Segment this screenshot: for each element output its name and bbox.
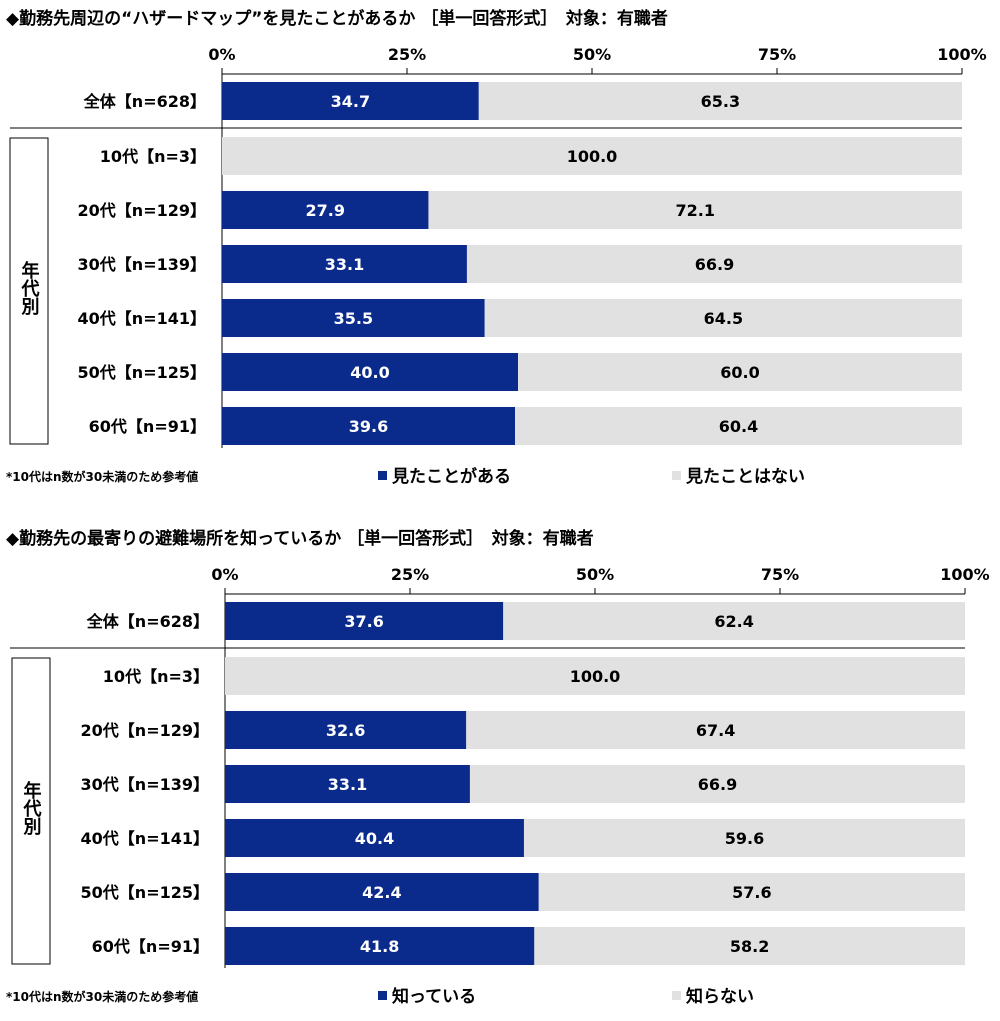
x-tick-label: 100% <box>937 45 986 64</box>
category-label: 20代【n=129】 <box>81 721 209 740</box>
bar-segment-no <box>518 353 962 391</box>
legend-label: 見たことがある <box>391 466 511 487</box>
category-label: 全体【n=628】 <box>83 92 206 111</box>
group-label: 年代別 <box>21 780 43 836</box>
bar-segment-no <box>222 137 962 175</box>
group-box <box>9 137 49 445</box>
bar-segment-yes <box>222 245 467 283</box>
legend-swatch <box>378 991 387 1000</box>
x-tick-label: 50% <box>573 45 611 64</box>
legend-label: 知っている <box>391 986 476 1007</box>
bar-segment-yes <box>225 927 535 965</box>
legend-label: 知らない <box>685 986 754 1007</box>
category-label: 10代【n=3】 <box>100 147 206 166</box>
legend-label: 見たことはない <box>685 467 805 487</box>
data-label: 34.7 <box>331 92 370 111</box>
category-label: 40代【n=141】 <box>78 309 206 328</box>
data-label: 67.4 <box>696 721 735 740</box>
bar-segment-yes <box>225 765 470 803</box>
x-tick-label: 0% <box>211 565 238 584</box>
bar-segment-yes <box>222 353 518 391</box>
chart-title: ◆勤務先周辺の“ハザードマップ”を見たことがあるか ［単一回答形式］ 対象：有職… <box>6 8 668 29</box>
bar-segment-yes <box>225 711 467 749</box>
chart-1: ◆勤務先周辺の“ハザードマップ”を見たことがあるか ［単一回答形式］ 対象：有職… <box>6 8 987 487</box>
x-tick-label: 25% <box>388 45 426 64</box>
x-tick-label: 50% <box>576 565 614 584</box>
data-label: 42.4 <box>362 883 401 902</box>
category-label: 10代【n=3】 <box>103 667 209 686</box>
bar-segment-yes <box>222 82 479 120</box>
data-label: 37.6 <box>344 612 383 631</box>
bar-segment-yes <box>222 191 429 229</box>
footnote: *10代はn数が30未満のため参考値 <box>6 989 198 1004</box>
x-tick-label: 75% <box>761 565 799 584</box>
data-label: 66.9 <box>695 255 734 274</box>
x-tick-label: 0% <box>208 45 235 64</box>
chart-2: ◆勤務先の最寄りの避難場所を知っているか ［単一回答形式］ 対象：有職者 0% 25… <box>6 528 990 1007</box>
data-label: 60.4 <box>719 417 758 436</box>
category-label: 30代【n=139】 <box>81 775 209 794</box>
x-tick-label: 75% <box>758 45 796 64</box>
category-label: 30代【n=139】 <box>78 255 206 274</box>
bar-segment-no <box>225 657 965 695</box>
data-label: 57.6 <box>732 883 771 902</box>
bar-segment-no <box>466 711 965 749</box>
category-label: 20代【n=129】 <box>78 201 206 220</box>
bar-segment-no <box>469 765 965 803</box>
chart-title: ◆勤務先の最寄りの避難場所を知っているか ［単一回答形式］ 対象：有職者 <box>6 528 594 549</box>
group-box <box>11 657 51 965</box>
data-label: 32.6 <box>326 721 365 740</box>
data-label: 64.5 <box>704 309 743 328</box>
data-label: 66.9 <box>698 775 737 794</box>
bar-segment-no <box>538 873 965 911</box>
data-label: 100.0 <box>567 147 618 166</box>
category-label: 全体【n=628】 <box>86 612 209 631</box>
data-label: 40.4 <box>355 829 394 848</box>
data-label: 72.1 <box>675 201 714 220</box>
bar-segment-yes <box>225 819 524 857</box>
bar-segment-no <box>523 819 965 857</box>
data-label: 35.5 <box>334 309 373 328</box>
bar-segment-no <box>534 927 965 965</box>
bar-segment-no <box>466 245 962 283</box>
bar-segment-no <box>484 299 962 337</box>
category-label: 40代【n=141】 <box>81 829 209 848</box>
bar-segment-no <box>503 602 965 640</box>
data-label: 62.4 <box>714 612 753 631</box>
bar-segment-yes <box>222 299 485 337</box>
data-label: 60.0 <box>720 363 759 382</box>
data-label: 33.1 <box>328 775 367 794</box>
data-label: 40.0 <box>350 363 389 382</box>
legend-swatch <box>672 471 681 480</box>
data-label: 27.9 <box>305 201 344 220</box>
legend-swatch <box>672 991 681 1000</box>
x-tick-label: 100% <box>940 565 989 584</box>
bar-segment-no <box>515 407 962 445</box>
data-label: 41.8 <box>360 937 399 956</box>
bar-segment-yes <box>222 407 516 445</box>
bar-segment-no <box>478 82 962 120</box>
data-label: 33.1 <box>325 255 364 274</box>
data-label: 39.6 <box>349 417 388 436</box>
data-label: 59.6 <box>725 829 764 848</box>
legend-swatch <box>378 471 387 480</box>
bar-segment-no <box>428 191 963 229</box>
data-label: 65.3 <box>701 92 740 111</box>
group-label: 年代別 <box>19 260 41 316</box>
bar-segment-yes <box>225 602 504 640</box>
data-label: 100.0 <box>570 667 621 686</box>
footnote: *10代はn数が30未満のため参考値 <box>6 469 198 484</box>
category-label: 50代【n=125】 <box>78 363 206 382</box>
x-tick-label: 25% <box>391 565 429 584</box>
category-label: 60代【n=91】 <box>89 417 206 436</box>
category-label: 60代【n=91】 <box>92 937 209 956</box>
bar-segment-yes <box>225 873 539 911</box>
category-label: 50代【n=125】 <box>81 883 209 902</box>
data-label: 58.2 <box>730 937 769 956</box>
